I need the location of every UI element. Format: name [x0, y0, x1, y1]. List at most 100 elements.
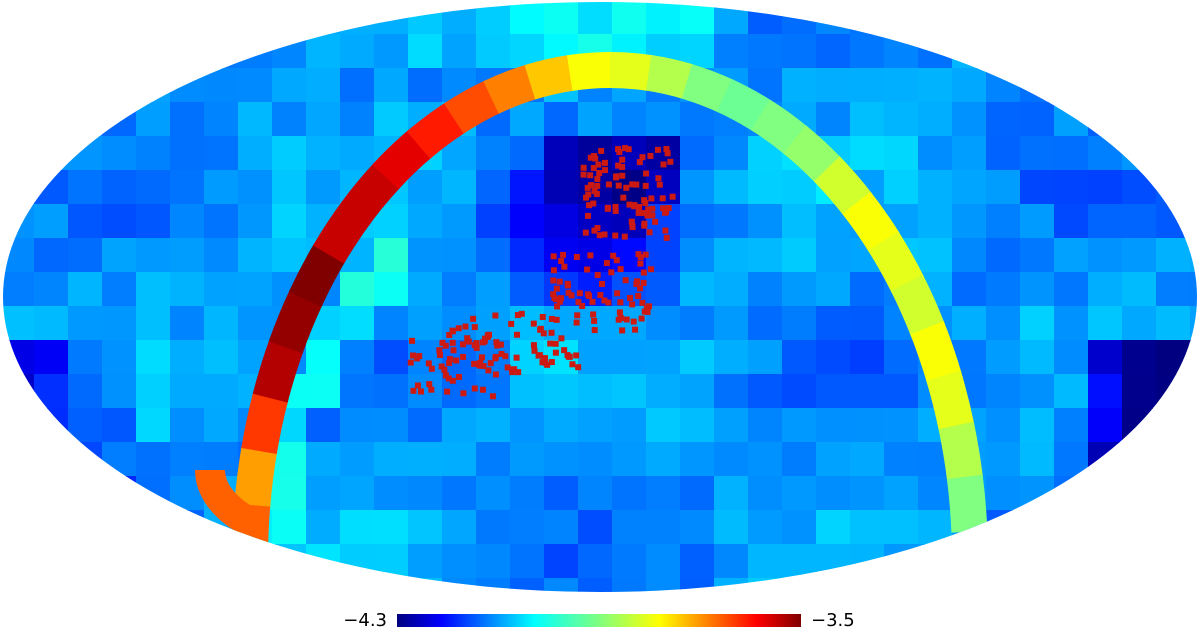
map-pixel: [850, 510, 885, 545]
map-pixel: [34, 102, 69, 137]
source-marker: [593, 190, 600, 197]
map-pixel: [1122, 34, 1157, 69]
map-pixel: [646, 578, 681, 592]
source-marker: [616, 149, 623, 156]
map-pixel: [1020, 442, 1055, 477]
source-marker: [569, 361, 576, 368]
source-marker: [608, 269, 615, 276]
map-pixel: [578, 102, 613, 137]
map-pixel: [238, 204, 273, 239]
source-marker: [660, 161, 667, 168]
map-pixel: [816, 238, 851, 273]
map-pixel: [102, 238, 137, 273]
map-pixel: [204, 170, 239, 205]
map-pixel: [510, 442, 545, 477]
source-marker: [428, 365, 435, 372]
galactic-band-left: [566, 52, 613, 91]
source-marker: [654, 146, 661, 153]
source-marker: [492, 355, 499, 362]
source-marker: [648, 266, 655, 273]
map-pixel: [374, 238, 409, 273]
map-pixel: [510, 408, 545, 443]
galactic-band-overlay: [195, 52, 988, 561]
map-pixel: [1156, 170, 1191, 205]
source-marker: [597, 292, 604, 299]
source-marker: [449, 339, 456, 346]
map-pixel: [952, 102, 987, 137]
map-pixel: [544, 578, 579, 592]
source-marker: [617, 266, 624, 273]
source-marker: [584, 184, 591, 191]
map-pixel: [510, 272, 545, 307]
map-pixel: [442, 544, 477, 579]
source-marker: [446, 359, 453, 366]
source-marker: [602, 167, 609, 174]
galactic-band-left: [313, 200, 372, 264]
map-pixel: [1190, 34, 1197, 69]
map-pixel: [34, 238, 69, 273]
map-pixel: [102, 578, 137, 592]
map-pixel: [340, 408, 375, 443]
source-marker: [561, 347, 568, 354]
map-pixel: [1054, 170, 1089, 205]
map-pixel: [680, 510, 715, 545]
map-pixel: [680, 272, 715, 307]
map-pixel: [1156, 68, 1191, 103]
map-pixel: [170, 374, 205, 409]
source-marker: [550, 253, 557, 260]
map-pixel: [340, 306, 375, 341]
source-marker: [649, 205, 656, 212]
map-pixel: [986, 238, 1021, 273]
source-marker: [553, 285, 560, 292]
map-pixel: [816, 408, 851, 443]
map-pixel: [170, 340, 205, 375]
map-pixel: [3, 442, 35, 477]
source-marker: [626, 201, 633, 208]
source-marker: [473, 344, 480, 351]
map-pixel: [748, 238, 783, 273]
source-marker: [605, 181, 612, 188]
source-marker: [566, 353, 573, 360]
map-pixel: [3, 374, 35, 409]
map-pixel: [476, 442, 511, 477]
map-pixel: [102, 340, 137, 375]
source-marker: [513, 354, 520, 361]
map-pixel: [1054, 2, 1089, 35]
map-pixel: [714, 578, 749, 592]
map-pixel: [476, 578, 511, 592]
source-marker: [590, 164, 597, 171]
map-pixel: [170, 102, 205, 137]
map-pixel: [952, 272, 987, 307]
source-marker: [610, 252, 617, 259]
map-pixel: [952, 306, 987, 341]
map-pixel: [1190, 442, 1197, 477]
source-marker: [633, 181, 640, 188]
map-pixel: [646, 374, 681, 409]
source-marker: [649, 212, 656, 219]
map-pixel: [1054, 136, 1089, 171]
map-pixel: [918, 204, 953, 239]
map-pixel: [136, 578, 171, 592]
source-marker: [612, 207, 619, 214]
map-pixel: [1054, 238, 1089, 273]
map-pixel: [306, 442, 341, 477]
map-pixel: [510, 204, 545, 239]
map-pixel: [1054, 34, 1089, 69]
source-marker: [493, 339, 500, 346]
map-pixel: [170, 68, 205, 103]
map-pixel: [1054, 374, 1089, 409]
map-pixel: [1088, 408, 1123, 443]
source-marker: [621, 145, 628, 152]
source-marker: [641, 197, 648, 204]
map-pixel: [272, 204, 307, 239]
source-marker: [407, 359, 414, 366]
map-pixel: [238, 2, 273, 35]
map-pixel: [68, 578, 103, 592]
map-pixel: [476, 238, 511, 273]
source-marker: [667, 158, 674, 165]
map-pixel: [544, 442, 579, 477]
source-marker: [622, 277, 629, 284]
map-pixel: [34, 578, 69, 592]
map-pixel: [204, 272, 239, 307]
